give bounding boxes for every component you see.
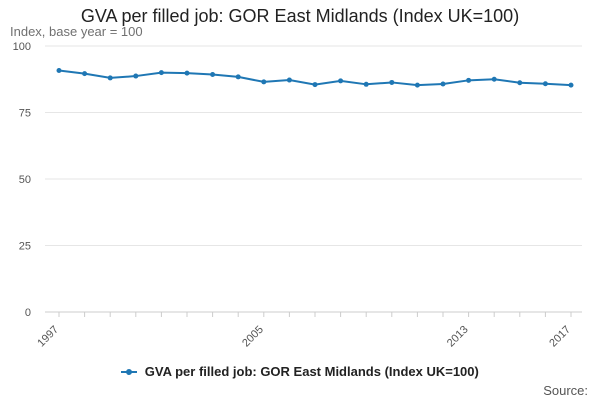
y-tick-label: 75 [19,108,31,120]
data-point[interactable] [312,82,318,88]
x-tick-label: 2005 [240,324,266,350]
data-point[interactable] [261,79,267,85]
data-point[interactable] [286,77,292,83]
legend[interactable]: GVA per filled job: GOR East Midlands (I… [0,364,600,379]
data-point[interactable] [82,71,88,77]
data-point[interactable] [491,76,497,82]
y-axis-label: Index, base year = 100 [10,24,143,39]
data-point[interactable] [235,74,241,80]
data-point[interactable] [184,70,190,76]
data-point[interactable] [107,75,113,81]
data-point[interactable] [338,78,344,84]
series-layer [56,67,574,88]
y-tick-label: 50 [19,174,31,186]
x-tick-label: 2017 [547,324,573,350]
data-point[interactable] [363,81,369,87]
data-point[interactable] [210,71,216,77]
source-label: Source: [543,383,588,398]
gridlines [45,45,582,313]
legend-label: GVA per filled job: GOR East Midlands (I… [144,364,479,379]
chart-title: GVA per filled job: GOR East Midlands (I… [80,6,520,26]
y-tick-label: 100 [13,41,31,53]
data-point[interactable] [158,70,164,76]
y-tick-label: 25 [19,241,31,253]
data-point[interactable] [466,77,472,83]
x-tick-label: 1997 [35,324,61,350]
data-point[interactable] [440,81,446,87]
data-point[interactable] [568,82,574,88]
data-point[interactable] [542,81,548,87]
y-tick-label: 0 [25,307,31,319]
data-point[interactable] [517,80,523,86]
data-point[interactable] [389,79,395,85]
data-point[interactable] [133,73,139,79]
x-tick-label: 2013 [445,324,471,350]
data-point[interactable] [414,82,420,88]
legend-swatch [121,368,138,375]
x-axis: 0 25 50 75 100 1997 2005 2013 2017 [13,41,573,349]
data-point[interactable] [56,67,62,73]
